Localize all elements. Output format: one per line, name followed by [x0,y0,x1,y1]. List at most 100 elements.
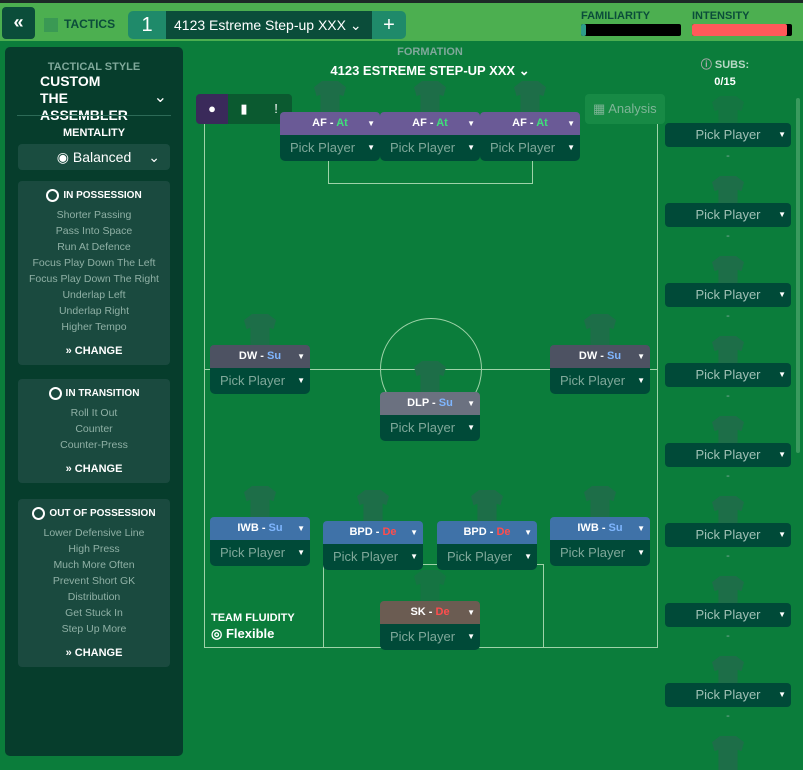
sub-pick-player-dropdown[interactable]: Pick Player ▼ [665,363,791,387]
caret-down-icon: ▼ [410,528,418,537]
role-dropdown[interactable]: DLP - Su ▼ [380,392,480,415]
role-dropdown[interactable]: DW - Su ▼ [550,345,650,368]
caret-down-icon: ▼ [467,143,475,152]
formation-header: FORMATION 4123 ESTREME STEP-UP XXX ⌄ [300,46,560,79]
mentality-dropdown[interactable]: ◉ Balanced ⌄ [18,144,170,170]
pick-player-dropdown[interactable]: Pick Player ▼ [280,135,380,161]
tactic-name: 4123 Estreme Step-up XXX [174,17,346,33]
instruction-item: Higher Tempo [61,321,127,333]
role-name: DW [238,350,258,362]
sub-pick-player-dropdown[interactable]: Pick Player ▼ [665,683,791,707]
sub-empty: - [726,390,730,402]
instruction-item: Run At Defence [57,241,131,253]
caret-down-icon: ▼ [410,552,418,561]
instruction-item: Focus Play Down The Right [29,273,159,285]
sub-empty: - [726,230,730,242]
double-chevron-right-icon: » [65,345,75,357]
role-dropdown[interactable]: DW - Su ▼ [210,345,310,368]
position-card: SK - De ▼ Pick Player ▼ [380,601,480,650]
bar-chart-icon: ▮ [240,101,248,116]
instruction-item: Pass Into Space [55,225,133,237]
player-view-button[interactable]: ● [196,94,228,124]
subs-scrollbar[interactable] [796,98,800,453]
tactic-selector[interactable]: 1 4123 Estreme Step-up XXX ⌄ + [128,11,406,39]
pick-player-label: Pick Player [695,287,761,302]
chevron-down-icon: ⌄ [518,63,530,78]
role-dropdown[interactable]: IWB - Su ▼ [550,517,650,540]
instruction-item: Underlap Left [62,289,126,301]
pick-player-dropdown[interactable]: Pick Player ▼ [437,544,537,570]
pick-player-dropdown[interactable]: Pick Player ▼ [480,135,580,161]
intensity-meter[interactable]: INTENSITY [692,10,792,36]
pick-player-dropdown[interactable]: Pick Player ▼ [550,540,650,566]
pick-player-dropdown[interactable]: Pick Player ▼ [380,135,480,161]
change-label: CHANGE [74,647,123,659]
pick-player-dropdown[interactable]: Pick Player ▼ [380,624,480,650]
analysis-button[interactable]: ▦ Analysis [585,94,665,124]
change-button[interactable]: » CHANGE [18,647,170,659]
pick-player-dropdown[interactable]: Pick Player ▼ [210,540,310,566]
double-chevron-right-icon: » [65,647,75,659]
sub-empty: - [726,710,730,722]
pick-player-label: Pick Player [695,527,761,542]
formation-dropdown[interactable]: 4123 ESTREME STEP-UP XXX ⌄ [300,63,560,79]
sub-pick-player-dropdown[interactable]: Pick Player ▼ [665,123,791,147]
tactic-slot-number[interactable]: 1 [141,14,153,36]
change-label: CHANGE [74,345,123,357]
role-duty: Su [608,522,623,534]
pick-player-dropdown[interactable]: Pick Player ▼ [380,415,480,441]
chevron-down-icon: ⌄ [153,89,167,106]
section-title: OUT OF POSSESSION [49,508,156,519]
caret-down-icon: ▼ [567,119,575,128]
caret-down-icon: ▼ [778,210,786,219]
role-dropdown[interactable]: IWB - Su ▼ [210,517,310,540]
pick-player-label: Pick Player [390,420,456,435]
change-button[interactable]: » CHANGE [18,463,170,475]
pick-player-label: Pick Player [695,687,761,702]
role-dropdown[interactable]: BPD - De ▼ [323,521,423,544]
sub-pick-player-dropdown[interactable]: Pick Player ▼ [665,443,791,467]
subs-header: ⓘ SUBS: 0/15 [690,56,760,88]
pick-player-label: Pick Player [695,447,761,462]
instruction-section: OUT OF POSSESSION Lower Defensive Line Hig… [18,499,170,667]
change-button[interactable]: » CHANGE [18,345,170,357]
pick-player-dropdown[interactable]: Pick Player ▼ [550,368,650,394]
sub-pick-player-dropdown[interactable]: Pick Player ▼ [665,523,791,547]
sub-slot: Pick Player ▼ - [665,283,791,322]
instruction-item: Step Up More [61,623,127,635]
position-card: IWB - Su ▼ Pick Player ▼ [550,517,650,566]
role-dropdown[interactable]: SK - De ▼ [380,601,480,624]
sub-pick-player-dropdown[interactable]: Pick Player ▼ [665,283,791,307]
intensity-fill [692,24,787,36]
caret-down-icon: ▼ [637,548,645,557]
add-tactic-button[interactable]: + [383,14,395,36]
familiarity-meter[interactable]: FAMILIARITY [581,10,681,36]
role-dropdown[interactable]: BPD - De ▼ [437,521,537,544]
role-dropdown[interactable]: AF - At ▼ [280,112,380,135]
fluidity-label: TEAM FLUIDITY [211,612,295,624]
sub-pick-player-dropdown[interactable]: Pick Player ▼ [665,203,791,227]
pick-player-label: Pick Player [447,549,513,564]
role-name: IWB [237,522,259,534]
section-icon [46,189,60,202]
caret-down-icon: ▼ [778,290,786,299]
pick-player-dropdown[interactable]: Pick Player ▼ [323,544,423,570]
caret-down-icon: ▼ [467,423,475,432]
tactic-name-dropdown[interactable]: 4123 Estreme Step-up XXX ⌄ [166,11,372,39]
role-dropdown[interactable]: AF - At ▼ [380,112,480,135]
pick-player-label: Pick Player [290,140,356,155]
stats-view-button[interactable]: ▮ [228,94,260,124]
back-button[interactable]: « [2,7,35,39]
sub-pick-player-dropdown[interactable]: Pick Player ▼ [665,603,791,627]
pick-player-dropdown[interactable]: Pick Player ▼ [210,368,310,394]
instruction-item: Underlap Right [58,305,130,317]
info-icon: ! [274,101,278,116]
familiarity-fill [581,24,586,36]
instruction-item: Counter-Press [60,439,128,451]
role-dropdown[interactable]: AF - At ▼ [480,112,580,135]
position-card: AF - At ▼ Pick Player ▼ [380,112,480,161]
mentality-value: Balanced [72,149,132,165]
role-name: AF [412,117,427,129]
sub-empty: - [726,310,730,322]
role-name: SK [410,606,426,618]
